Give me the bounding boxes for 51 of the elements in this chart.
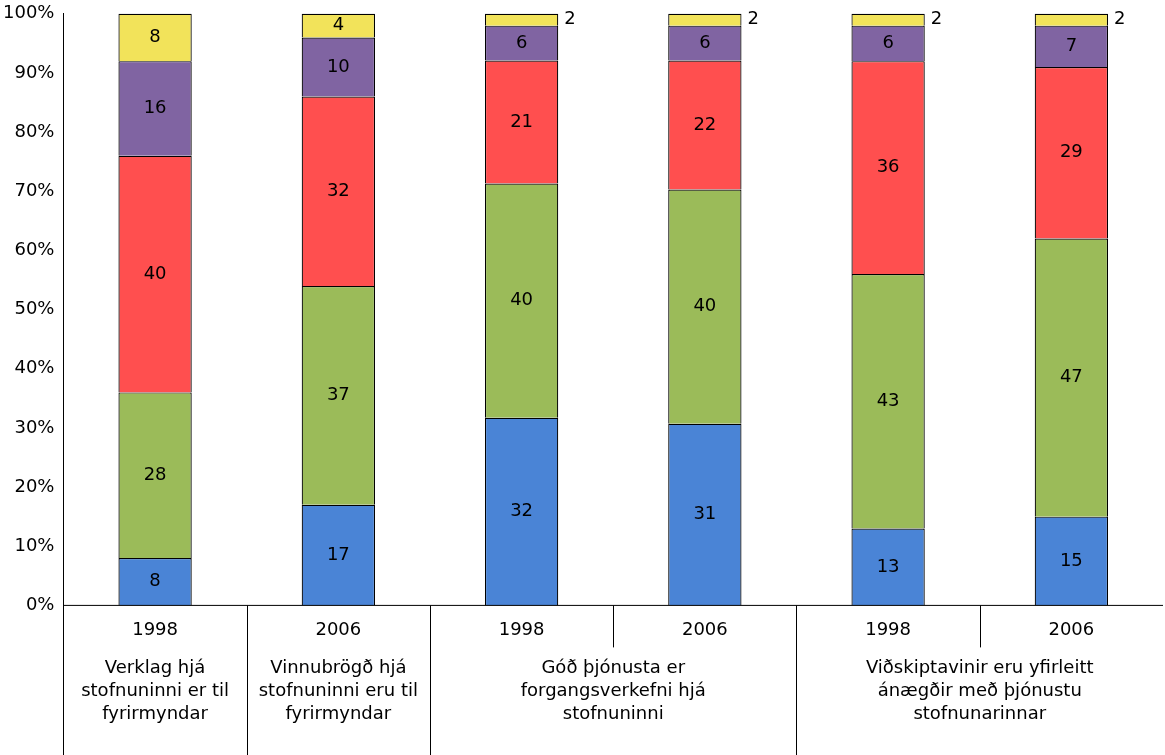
data-label: 6 — [515, 30, 528, 52]
x-tick-label: 1998 — [865, 617, 912, 639]
y-tick-label: 40% — [14, 356, 55, 378]
data-label: 31 — [693, 502, 717, 524]
data-label: 4 — [332, 13, 345, 35]
text: Viðskiptavinir eru yfirleitt ánægðir með þjónustu stofnunarinnar — [865, 656, 1094, 724]
data-label: 29 — [1059, 140, 1083, 162]
y-tick-label: 60% — [14, 238, 55, 260]
data-label: 8 — [149, 569, 161, 591]
data-label: 40 — [143, 261, 167, 283]
data-label: 13 — [876, 554, 900, 576]
data-label: 2 — [1114, 7, 1126, 29]
y-tick-label: 90% — [14, 60, 55, 82]
data-label: 22 — [693, 112, 717, 134]
data-label: 16 — [143, 96, 167, 118]
data-label: 15 — [1059, 548, 1083, 570]
x-tick-label: 1998 — [132, 617, 178, 639]
text: Vinnubrögð hjá stofnuninni eru til fyrirmyndar — [258, 656, 418, 724]
data-label: 2 — [564, 7, 576, 29]
y-tick-label: 10% — [14, 533, 55, 555]
text: Góð þjónusta er forgangsverkefni hjá stofnuninni — [520, 656, 706, 724]
data-label: 2 — [930, 7, 943, 29]
data-label: 21 — [510, 109, 534, 131]
data-label: 43 — [876, 388, 900, 410]
y-tick-label: 70% — [14, 178, 55, 200]
y-tick-label: 0% — [25, 593, 55, 615]
data-label: 17 — [326, 542, 350, 564]
data-label: 47 — [1059, 365, 1083, 387]
x-tick-label: 2006 — [1048, 617, 1095, 639]
data-label: 2 — [747, 7, 759, 29]
data-label: 28 — [143, 462, 167, 484]
data-label: 10 — [326, 54, 350, 76]
y-tick-label: 20% — [14, 474, 55, 496]
text: Verklag hjá stofnuninni er til fyrirmyndar — [81, 656, 229, 724]
data-label: 6 — [882, 31, 894, 53]
y-tick-label: 80% — [14, 119, 55, 141]
data-label: 40 — [693, 294, 717, 316]
y-tick-label: 50% — [14, 297, 55, 319]
data-label: 8 — [149, 25, 161, 47]
data-label: 7 — [1065, 34, 1078, 56]
data-label: 40 — [510, 288, 534, 310]
data-label: 32 — [510, 499, 534, 521]
y-tick-label: 100% — [2, 1, 55, 23]
data-label: 6 — [699, 30, 711, 52]
data-label: 36 — [876, 155, 900, 177]
x-tick-label: 2006 — [681, 617, 728, 639]
y-tick-label: 30% — [14, 415, 55, 437]
data-label: 37 — [326, 383, 350, 405]
x-tick-label: 2006 — [315, 617, 362, 639]
data-label: 32 — [326, 178, 350, 200]
x-tick-label: 1998 — [498, 617, 545, 639]
